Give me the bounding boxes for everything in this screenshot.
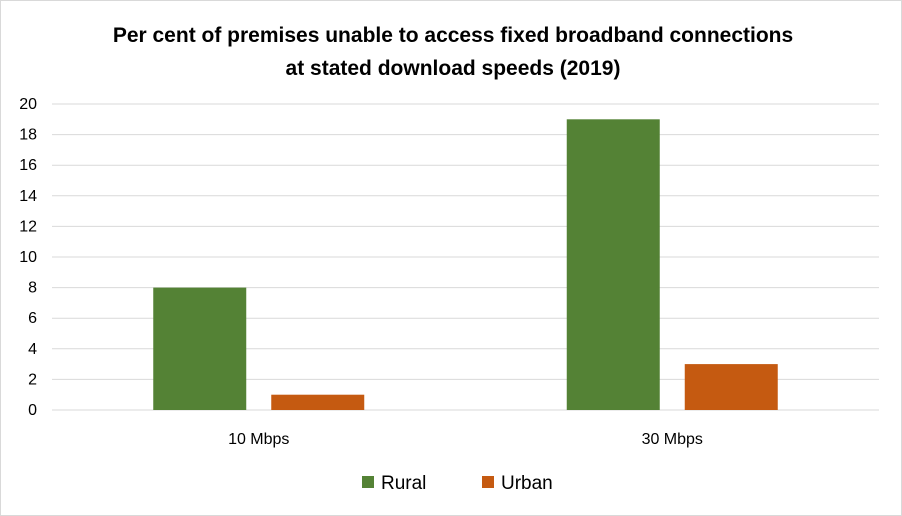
- bar-rural-30-mbps: [566, 119, 660, 411]
- y-tick-label: 12: [19, 218, 37, 235]
- bar-rural-10-mbps: [153, 287, 247, 410]
- bars: [153, 119, 778, 411]
- y-tick-label: 6: [28, 310, 37, 327]
- legend-swatch-rural: [362, 476, 374, 488]
- chart-title-line-1: Per cent of premises unable to access fi…: [113, 24, 793, 47]
- y-tick-label: 18: [19, 127, 37, 144]
- x-axis-category-labels: 10 Mbps 30 Mbps: [228, 431, 703, 448]
- y-axis-tick-labels: 0 2 4 6 8 10 12 14 16 18 20: [19, 96, 37, 419]
- legend: Rural Urban: [362, 473, 553, 494]
- chart-title-line-2: at stated download speeds (2019): [286, 57, 621, 80]
- x-category-label: 30 Mbps: [642, 431, 703, 448]
- y-tick-label: 2: [28, 371, 37, 388]
- y-tick-label: 20: [19, 96, 37, 113]
- legend-label-rural: Rural: [381, 473, 426, 494]
- y-tick-label: 4: [28, 341, 37, 358]
- x-category-label: 10 Mbps: [228, 431, 289, 448]
- bar-urban-10-mbps: [271, 394, 365, 410]
- y-tick-label: 0: [28, 402, 37, 419]
- y-tick-label: 16: [19, 157, 37, 174]
- legend-label-urban: Urban: [501, 473, 553, 494]
- y-tick-label: 8: [28, 280, 37, 297]
- y-tick-label: 14: [19, 188, 37, 205]
- y-tick-label: 10: [19, 249, 37, 266]
- bar-urban-30-mbps: [684, 364, 778, 410]
- legend-swatch-urban: [482, 476, 494, 488]
